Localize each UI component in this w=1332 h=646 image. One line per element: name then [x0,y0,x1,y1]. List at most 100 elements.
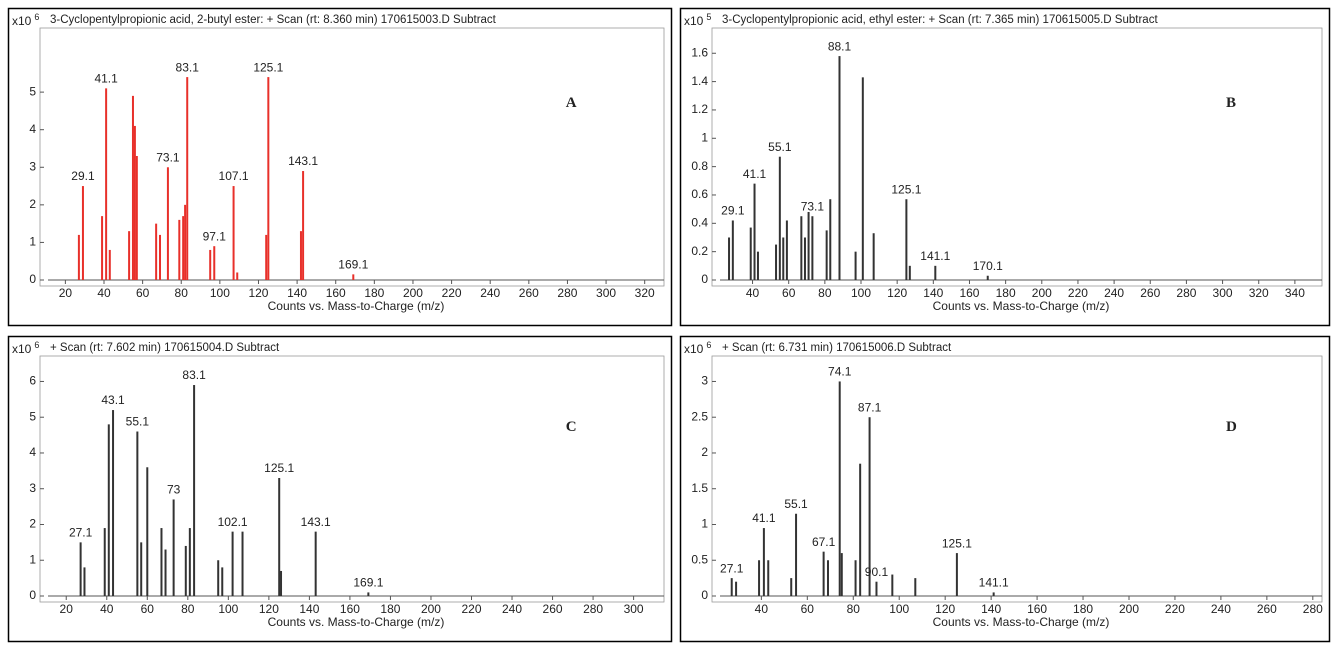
peak [101,216,104,280]
peak [178,219,181,280]
plot-frame [711,355,1323,603]
x-tick-label: 100 [218,602,238,616]
peak-label: 27.1 [69,526,93,540]
y-multiplier-exponent: 6 [706,340,711,350]
panel-border [7,7,673,327]
x-tick-label: 200 [421,602,441,616]
peak-label: 169.1 [353,576,383,590]
x-tick-label: 200 [1032,286,1052,300]
peak [955,553,958,596]
plot-frame [711,27,1323,287]
peak [735,581,738,596]
peak [822,551,825,596]
peak [992,592,995,596]
x-tick-label: 200 [1119,602,1139,616]
y-tick-label: 0.4 [691,215,708,229]
panel: 3-Cyclopentylpropionic acid, 2-butyl est… [7,7,673,327]
plot-frame [39,355,665,603]
peak [875,581,878,596]
x-tick-label: 240 [502,602,522,616]
x-tick-label: 160 [1027,602,1047,616]
peak [280,570,283,596]
y-tick-label: 2 [29,517,36,531]
x-tick-label: 100 [851,286,871,300]
x-tick-label: 100 [889,602,909,616]
peak [872,233,875,280]
peak [908,265,911,280]
y-tick-label: 1.5 [691,481,708,495]
peak-label: 90.1 [865,565,889,579]
peak [108,249,111,280]
x-tick-label: 100 [210,286,230,300]
x-tick-label: 180 [364,286,384,300]
peak-label: 107.1 [219,169,249,183]
peak [131,95,134,280]
peak [79,542,82,596]
x-tick-label: 340 [1285,286,1305,300]
x-tick-label: 40 [97,286,111,300]
x-tick-label: 160 [326,286,346,300]
y-tick-label: 3 [29,481,36,495]
y-multiplier-base: x10 [12,14,32,28]
x-tick-label: 220 [461,602,481,616]
panel: + Scan (rt: 6.731 min) 170615006.D Subtr… [679,335,1331,643]
y-tick-label: 3 [701,374,708,388]
x-tick-label: 80 [818,286,832,300]
x-tick-label: 320 [1249,286,1269,300]
peak-label: 29.1 [721,204,745,218]
peak [840,553,843,596]
y-tick-label: 3 [29,159,36,173]
peak-label: 74.1 [828,365,852,379]
peak-label: 125.1 [253,60,283,74]
x-tick-label: 160 [340,602,360,616]
x-tick-label: 280 [1176,286,1196,300]
peak [861,77,864,280]
x-tick-label: 60 [801,602,815,616]
y-tick-label: 6 [29,374,36,388]
y-tick-label: 2 [701,445,708,459]
peak-label: 73.1 [156,150,180,164]
x-tick-label: 260 [543,602,563,616]
x-tick-label: 20 [59,286,73,300]
peak [749,227,752,280]
peak [172,499,175,596]
x-tick-label: 240 [1104,286,1124,300]
peak [164,549,167,596]
peak [267,77,270,280]
peak [160,528,163,596]
peak [829,199,832,280]
peak-label: 170.1 [973,259,1003,273]
chart-title: 3-Cyclopentylpropionic acid, 2-butyl est… [50,14,497,26]
panel-letter: A [566,95,577,111]
peak [891,574,894,596]
y-tick-label: 1 [701,517,708,531]
peak-label: 55.1 [784,497,808,511]
x-tick-label: 160 [959,286,979,300]
peak [231,531,234,596]
peak [914,578,917,596]
y-tick-label: 0.6 [691,187,708,201]
y-multiplier-base: x10 [12,342,32,356]
peak [905,199,908,280]
peak-label: 125.1 [891,182,921,196]
peak [241,531,244,596]
peak [730,578,733,596]
y-tick-label: 0.8 [691,159,708,173]
peak [186,77,189,280]
peak [236,272,239,280]
x-tick-label: 120 [259,602,279,616]
peak [767,560,770,596]
x-tick-label: 240 [480,286,500,300]
peak-label: 41.1 [752,511,776,525]
panel-border [679,7,1331,327]
x-tick-label: 140 [299,602,319,616]
panel-border [679,335,1331,643]
peak [265,234,268,280]
peak [838,56,841,280]
peak [728,237,731,280]
x-tick-label: 220 [1068,286,1088,300]
x-tick-label: 140 [923,286,943,300]
peak [209,249,212,280]
y-tick-label: 1 [29,552,36,566]
x-tick-label: 40 [746,286,760,300]
